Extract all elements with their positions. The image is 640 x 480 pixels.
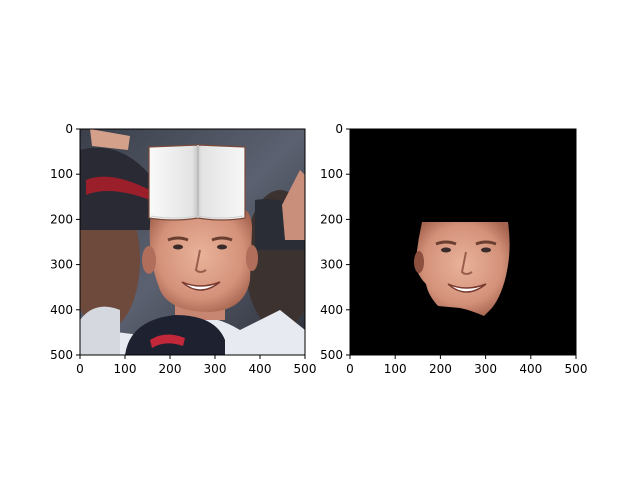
mask-x-tick-label: 100 <box>384 362 407 376</box>
mask-y-ticks: 0 100 200 300 400 500 <box>320 122 350 362</box>
photo-image <box>80 129 305 355</box>
photo-x-tick-label: 500 <box>294 362 317 376</box>
mask-y-tick-label: 0 <box>335 122 343 136</box>
mask-y-tick-label: 100 <box>320 167 343 181</box>
mask-y-tick-label: 500 <box>320 348 343 362</box>
photo-y-tick-label: 200 <box>50 212 73 226</box>
mask-x-tick-label: 200 <box>429 362 452 376</box>
mask-y-tick-label: 400 <box>320 303 343 317</box>
photo-x-tick-label: 0 <box>76 362 84 376</box>
mask-y-tick-label: 200 <box>320 212 343 226</box>
photo-y-tick-label: 300 <box>50 258 73 272</box>
mask-x-tick-label: 400 <box>519 362 542 376</box>
mask-image <box>350 129 576 355</box>
book-overlay <box>148 144 246 221</box>
mask-y-tick-label: 300 <box>320 258 343 272</box>
photo-y-tick-label: 100 <box>50 167 73 181</box>
mask-x-ticks: 0 100 200 300 400 500 <box>346 355 587 376</box>
photo-y-ticks: 0 100 200 300 400 500 <box>50 122 80 362</box>
mask-x-tick-label: 0 <box>346 362 354 376</box>
mask-panel: 0 100 200 300 400 500 0 100 200 300 400 500 <box>320 122 587 376</box>
photo-x-ticks: 0 100 200 300 400 500 <box>76 355 316 376</box>
photo-panel: 0 100 200 300 400 500 0 100 200 300 400 500 <box>50 122 316 376</box>
photo-axes-frame <box>79 128 306 356</box>
photo-x-tick-label: 300 <box>204 362 227 376</box>
photo-x-tick-label: 200 <box>159 362 182 376</box>
mask-axes-frame <box>349 128 577 356</box>
photo-x-tick-label: 400 <box>249 362 272 376</box>
photo-y-tick-label: 500 <box>50 348 73 362</box>
photo-y-tick-label: 0 <box>65 122 73 136</box>
mask-x-tick-label: 500 <box>565 362 588 376</box>
photo-x-tick-label: 100 <box>114 362 137 376</box>
mask-x-tick-label: 300 <box>474 362 497 376</box>
photo-y-tick-label: 400 <box>50 303 73 317</box>
